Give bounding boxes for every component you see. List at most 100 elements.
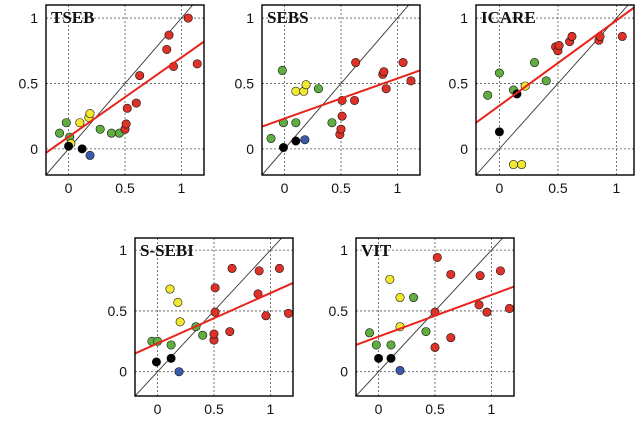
panel-1: TSEB 0 0.5 1 0 0.5 1 [19, 4, 205, 196]
y-tick-label: 0.5 [108, 303, 128, 319]
x-tick-label: 0 [375, 401, 383, 417]
x-tick-label: 0.5 [425, 401, 445, 417]
data-point-red [121, 119, 131, 129]
data-point-red [430, 342, 440, 352]
y-tick-label: 1 [119, 242, 127, 258]
x-tick-label: 0.5 [548, 180, 568, 196]
regression-line [356, 285, 514, 346]
data-point-red [164, 30, 174, 40]
y-tick-label: 0.5 [449, 75, 469, 91]
data-point-yellow [385, 274, 395, 284]
identity-line [135, 238, 283, 396]
data-point-black [166, 353, 176, 363]
data-point-red [227, 263, 237, 273]
panel-frame [355, 237, 515, 397]
data-point-green [421, 327, 431, 337]
y-tick-label: 1 [30, 10, 38, 26]
panel-frame [45, 4, 205, 176]
data-point-red [192, 59, 202, 69]
x-tick-label: 0 [154, 401, 162, 417]
data-point-red [482, 307, 492, 317]
data-point-green [541, 76, 551, 86]
data-point-black [494, 127, 504, 137]
x-tick-label: 1 [613, 180, 621, 196]
y-tick-label: 1 [340, 242, 348, 258]
data-point-green [371, 340, 381, 350]
y-tick-label: 1 [460, 10, 468, 26]
data-point-green [313, 84, 323, 94]
panel-4: S-SEBI 0 0.5 1 0 0.5 1 [108, 237, 294, 417]
data-point-red [567, 31, 577, 41]
data-point-black [64, 141, 74, 151]
data-point-yellow [85, 109, 95, 119]
panel-frame [475, 4, 635, 176]
y-tick-label: 0.5 [235, 75, 255, 91]
panel-title: ICARE [481, 8, 536, 27]
data-point-black [77, 144, 87, 154]
data-point-yellow [301, 80, 311, 90]
data-point-black [386, 353, 396, 363]
data-point-green [277, 65, 287, 75]
data-point-red [122, 103, 132, 113]
data-point-red [379, 67, 389, 77]
data-point-red [398, 58, 408, 68]
data-point-red [261, 311, 271, 321]
data-point-yellow [165, 284, 175, 294]
data-point-red [183, 13, 193, 23]
data-point-red [554, 41, 564, 51]
data-point-green [530, 58, 540, 68]
y-tick-label: 0 [460, 141, 468, 157]
x-tick-label: 0.5 [204, 401, 224, 417]
data-point-black [374, 353, 384, 363]
x-tick-label: 1 [178, 180, 186, 196]
regression-line [476, 6, 634, 124]
data-point-green [61, 118, 71, 128]
data-point-yellow [75, 118, 85, 128]
data-point-red [446, 333, 456, 343]
data-point-red [351, 58, 361, 68]
data-point-green [95, 124, 105, 134]
data-point-black [278, 143, 288, 153]
x-tick-label: 0 [281, 180, 289, 196]
data-point-red [135, 71, 145, 81]
x-tick-label: 1 [394, 180, 402, 196]
y-tick-label: 0 [30, 141, 38, 157]
data-point-green [327, 118, 337, 128]
x-tick-label: 0.5 [115, 180, 135, 196]
x-tick-label: 1 [267, 401, 275, 417]
data-point-red [225, 327, 235, 337]
data-point-red [381, 84, 391, 94]
data-point-red [406, 76, 416, 86]
data-point-yellow [517, 160, 527, 170]
data-point-red [210, 283, 220, 293]
data-point-black [291, 136, 301, 146]
x-tick-label: 0 [496, 180, 504, 196]
data-point-red [210, 307, 220, 317]
data-point-red [504, 303, 514, 313]
data-point-yellow [175, 317, 185, 327]
regression-line [135, 282, 293, 355]
x-tick-label: 0.5 [331, 180, 351, 196]
panel-frame [261, 4, 421, 176]
regression-line [46, 40, 204, 154]
data-point-red [283, 308, 293, 318]
identity-line [476, 5, 629, 175]
data-point-green [494, 68, 504, 78]
data-point-green [365, 328, 375, 338]
data-point-blue [174, 367, 184, 377]
x-tick-label: 1 [488, 401, 496, 417]
data-point-red [274, 263, 284, 273]
data-point-red [350, 95, 360, 105]
data-point-red [495, 266, 505, 276]
data-point-green [166, 340, 176, 350]
y-tick-label: 0 [246, 141, 254, 157]
data-point-yellow [395, 293, 405, 303]
data-point-blue [395, 365, 405, 375]
data-point-red [209, 329, 219, 339]
y-tick-label: 0 [119, 364, 127, 380]
data-point-red [131, 98, 141, 108]
data-point-red [337, 111, 347, 121]
data-point-red [336, 124, 346, 134]
data-point-green [291, 118, 301, 128]
y-tick-label: 1 [246, 10, 254, 26]
